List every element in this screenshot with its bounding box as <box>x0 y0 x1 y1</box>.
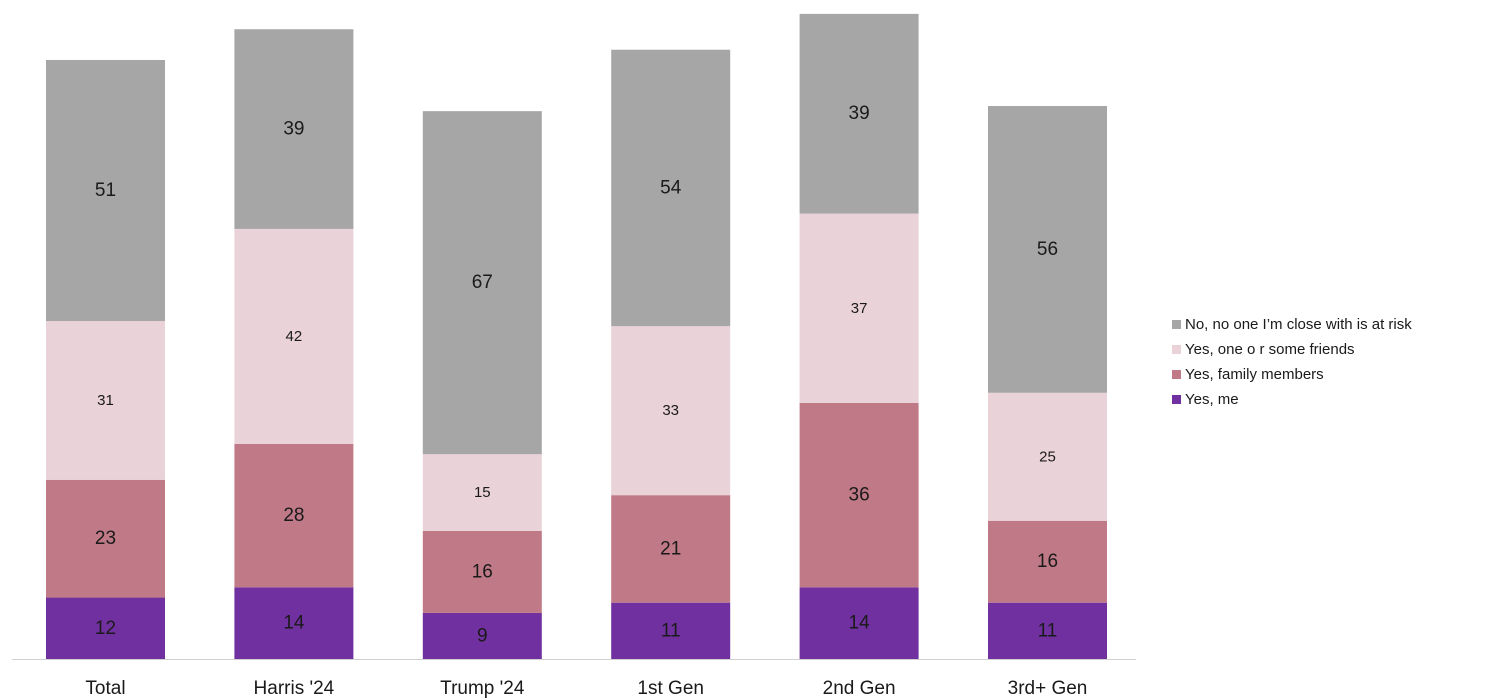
data-label-3rd-gen-yes-me: 11 <box>1038 620 1058 641</box>
data-label-2nd-gen-no-no-one-i-m-close-with-is-at-risk: 39 <box>849 103 870 124</box>
bar-segment-3rd-gen-no-no-one-i-m-close-with-is-at-risk <box>988 106 1107 393</box>
bar-segment-2nd-gen-no-no-one-i-m-close-with-is-at-risk <box>799 13 919 214</box>
legend-label: Yes, me <box>1185 391 1239 408</box>
x-tick-label-harris-24: Harris '24 <box>254 678 335 699</box>
data-label-trump-24-no-no-one-i-m-close-with-is-at-risk: 67 <box>472 272 493 293</box>
data-label-3rd-gen-no-no-one-i-m-close-with-is-at-risk: 56 <box>1037 239 1058 260</box>
data-label-3rd-gen-yes-one-o-r-some-friends: 25 <box>1039 448 1056 465</box>
bar-segment-trump-24-yes-family-members <box>422 531 542 613</box>
legend-label: No, no one I’m close with is at risk <box>1185 316 1412 333</box>
bar-segment-1st-gen-yes-family-members <box>611 495 731 603</box>
legend: No, no one I’m close with is at risk Yes,… <box>1172 312 1412 412</box>
data-label-trump-24-yes-family-members: 16 <box>472 561 493 582</box>
data-label-trump-24-yes-one-o-r-some-friends: 15 <box>474 484 491 501</box>
legend-item-no-no-one-i-m-close-with-is-at-risk: No, no one I’m close with is at risk <box>1172 312 1412 337</box>
data-label-2nd-gen-yes-one-o-r-some-friends: 37 <box>851 300 868 317</box>
x-axis-tick-labels: Total Harris '24 Trump '24 1st Gen 2nd Gen 3r… <box>85 678 1087 699</box>
legend-swatch <box>1172 395 1181 404</box>
data-label-1st-gen-yes-me: 11 <box>661 620 681 641</box>
bar-segment-2nd-gen-yes-me <box>799 587 919 659</box>
data-label-1st-gen-no-no-one-i-m-close-with-is-at-risk: 54 <box>660 177 682 198</box>
data-label-harris-24-no-no-one-i-m-close-with-is-at-risk: 39 <box>283 119 304 140</box>
data-label-harris-24-yes-family-members: 28 <box>283 505 304 526</box>
bar-segment-harris-24-yes-family-members <box>234 443 354 588</box>
bar-segment-total-yes-me <box>46 597 165 659</box>
x-tick-label-1st-gen: 1st Gen <box>637 678 704 699</box>
data-label-total-no-no-one-i-m-close-with-is-at-risk: 51 <box>95 180 116 201</box>
data-label-total-yes-me: 12 <box>95 618 116 639</box>
bar-segment-3rd-gen-yes-family-members <box>988 520 1107 603</box>
data-label-2nd-gen-yes-me: 14 <box>849 613 871 634</box>
bar-segment-2nd-gen-yes-one-o-r-some-friends <box>799 213 919 403</box>
legend-swatch <box>1172 320 1181 329</box>
data-label-trump-24-yes-me: 9 <box>477 625 488 646</box>
x-tick-label-trump-24: Trump '24 <box>440 678 525 699</box>
bar-segment-trump-24-no-no-one-i-m-close-with-is-at-risk <box>422 111 542 455</box>
bar-segment-1st-gen-yes-one-o-r-some-friends <box>611 326 731 496</box>
data-label-1st-gen-yes-one-o-r-some-friends: 33 <box>662 402 679 419</box>
bar-segment-1st-gen-yes-me <box>611 602 731 659</box>
bars-group <box>46 13 1107 659</box>
data-labels-group: 12 23 31 51 14 28 42 39 9 16 15 67 11 21 33 54 14 36 37 39 1… <box>95 103 1058 646</box>
x-tick-label-3rd-gen: 3rd+ Gen <box>1008 678 1088 699</box>
data-label-1st-gen-yes-family-members: 21 <box>660 538 681 559</box>
legend-item-yes-family-members: Yes, family members <box>1172 362 1412 387</box>
bar-segment-total-yes-one-o-r-some-friends <box>46 321 165 480</box>
bar-segment-harris-24-no-no-one-i-m-close-with-is-at-risk <box>234 29 354 229</box>
data-label-total-yes-family-members: 23 <box>95 528 116 549</box>
bar-segment-3rd-gen-yes-me <box>988 602 1107 659</box>
legend-label: Yes, family members <box>1185 366 1324 383</box>
x-tick-label-2nd-gen: 2nd Gen <box>823 678 896 699</box>
legend-swatch <box>1172 370 1181 379</box>
legend-swatch <box>1172 345 1181 354</box>
data-label-3rd-gen-yes-family-members: 16 <box>1037 551 1058 572</box>
bar-segment-trump-24-yes-one-o-r-some-friends <box>422 454 542 531</box>
legend-item-yes-one-o-r-some-friends: Yes, one o r some friends <box>1172 337 1412 362</box>
data-label-harris-24-yes-me: 14 <box>283 613 305 634</box>
bar-segment-trump-24-yes-me <box>422 612 542 659</box>
bar-segment-total-yes-family-members <box>46 479 165 598</box>
legend-item-yes-me: Yes, me <box>1172 387 1412 412</box>
bar-segment-1st-gen-no-no-one-i-m-close-with-is-at-risk <box>611 49 731 327</box>
bar-segment-harris-24-yes-me <box>234 587 354 659</box>
legend-label: Yes, one o r some friends <box>1185 341 1355 358</box>
bar-segment-2nd-gen-yes-family-members <box>799 403 919 588</box>
bar-segment-3rd-gen-yes-one-o-r-some-friends <box>988 392 1107 521</box>
data-label-total-yes-one-o-r-some-friends: 31 <box>97 392 114 409</box>
data-label-2nd-gen-yes-family-members: 36 <box>849 485 870 506</box>
data-label-harris-24-yes-one-o-r-some-friends: 42 <box>286 328 303 345</box>
x-tick-label-total: Total <box>85 678 125 699</box>
bar-segment-harris-24-yes-one-o-r-some-friends <box>234 228 354 444</box>
bar-segment-total-no-no-one-i-m-close-with-is-at-risk <box>46 59 165 322</box>
